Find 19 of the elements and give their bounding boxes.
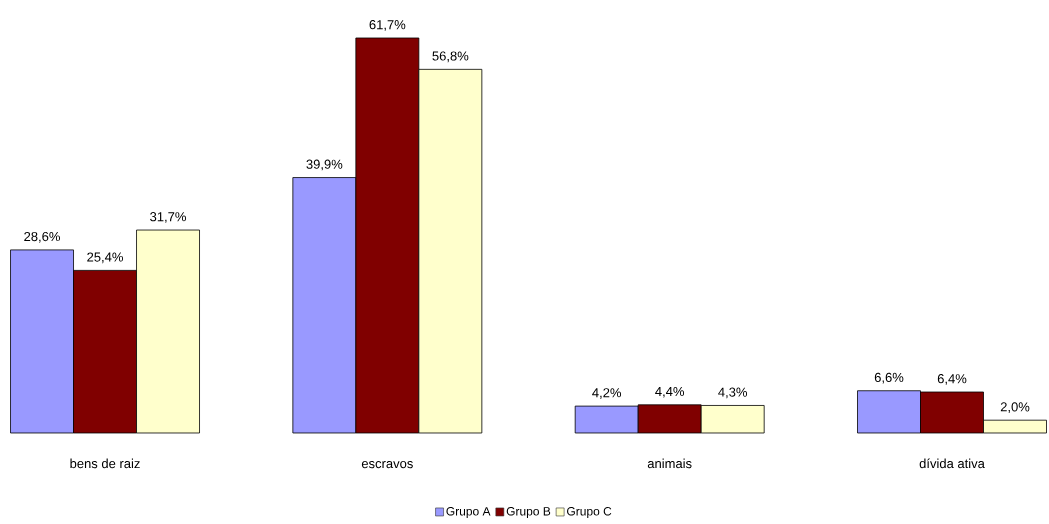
data-label: 4,4%	[655, 386, 685, 398]
data-label: 28,6%	[24, 231, 60, 243]
data-label: 61,7%	[369, 20, 406, 31]
data-label: 39,9%	[306, 159, 343, 171]
x-tick-label: animais	[647, 458, 692, 469]
legend-label: Grupo C	[567, 507, 612, 518]
data-label: 4,3%	[718, 387, 748, 399]
data-label: 31,7%	[150, 212, 186, 223]
x-tick-label: dívida ativa	[919, 458, 985, 469]
legend-label: Grupo B	[506, 507, 551, 518]
legend-label: Grupo A	[446, 507, 491, 518]
data-label: 25,4%	[87, 252, 123, 264]
x-tick-label: escravos	[361, 461, 413, 469]
x-tick-label: bens de raiz	[70, 458, 140, 469]
data-label: 56,8%	[432, 51, 469, 63]
data-label: 4,2%	[592, 388, 622, 399]
data-label: 6,6%	[874, 372, 904, 384]
data-label: 6,4%	[937, 374, 967, 385]
data-label: 2,0%	[1000, 402, 1030, 413]
